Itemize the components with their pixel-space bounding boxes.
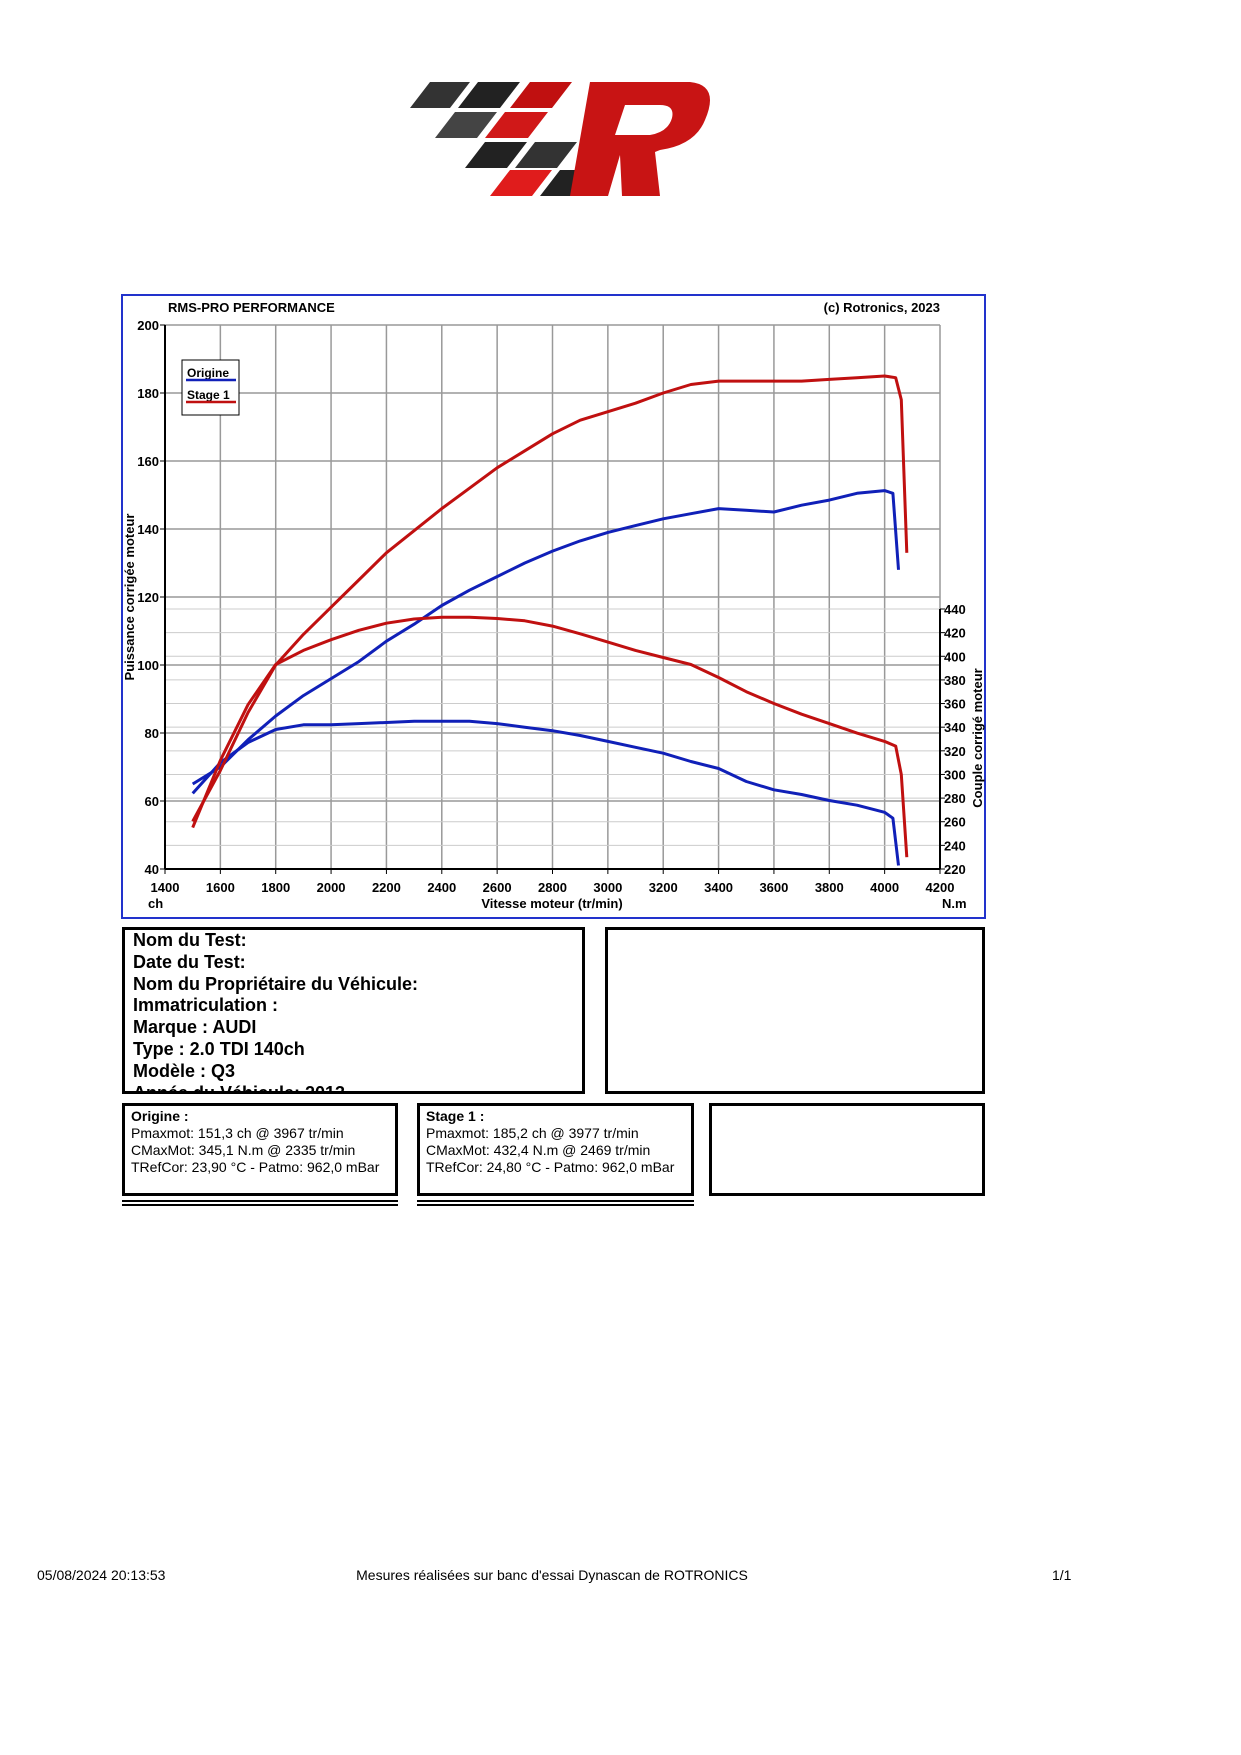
info-line: Immatriculation : [133, 995, 279, 1016]
chart-title: RMS-PRO PERFORMANCE [168, 300, 335, 315]
logo-block [410, 82, 470, 108]
footer-text: Mesures réalisées sur banc d'essai Dynas… [356, 1567, 748, 1583]
y2-tick-label: 280 [944, 791, 966, 806]
info-line: Nom du Propriétaire du Véhicule: [133, 973, 419, 994]
legend-label: Origine [187, 366, 229, 380]
x-axis-label: Vitesse moteur (tr/min) [481, 896, 622, 911]
summary-title: Origine : [131, 1108, 189, 1124]
y2-tick-label: 400 [944, 649, 966, 664]
y2-tick-label: 240 [944, 838, 966, 853]
x-tick-label: 3000 [593, 880, 622, 895]
logo-r [570, 82, 710, 196]
rule [417, 1200, 694, 1206]
x-tick-label: 2800 [538, 880, 567, 895]
y-tick-label: 180 [137, 386, 159, 401]
y-tick-label: 80 [145, 726, 159, 741]
logo-block [515, 142, 577, 168]
y-tick-label: 100 [137, 658, 159, 673]
y-tick-label: 40 [145, 862, 159, 877]
x-tick-label: 2600 [483, 880, 512, 895]
info-line: Nom du Test: [133, 930, 247, 950]
empty-box [709, 1103, 985, 1196]
logo-block [435, 112, 497, 138]
copyright: (c) Rotronics, 2023 [824, 300, 940, 315]
logo-block [458, 82, 520, 108]
y2-tick-label: 300 [944, 767, 966, 782]
y2-unit: N.m [942, 896, 967, 911]
logo-block [465, 142, 527, 168]
y2-tick-label: 440 [944, 602, 966, 617]
chart-frame [121, 294, 986, 919]
logo-block [510, 82, 572, 108]
x-tick-label: 2000 [317, 880, 346, 895]
y2-axis-label: Couple corrigé moteur [970, 668, 985, 807]
summary: Stage 1 : Pmaxmot: 185,2 ch @ 3977 tr/min… [417, 1103, 694, 1196]
y-unit: ch [148, 896, 163, 911]
torque-line [191, 719, 900, 866]
empty-box [605, 927, 985, 1094]
logo [410, 82, 710, 196]
y-tick-label: 140 [137, 522, 159, 537]
legend-label: Stage 1 [187, 388, 230, 402]
y-tick-label: 160 [137, 454, 159, 469]
summary-title: Stage 1 : [426, 1108, 485, 1124]
footer-date: 05/08/2024 20:13:53 [37, 1567, 166, 1583]
y-tick-label: 60 [145, 794, 159, 809]
vehicle-info: Nom du Test: Date du Test: Nom du Propriét… [122, 927, 585, 1094]
x-tick-label: 3800 [815, 880, 844, 895]
x-tick-label: 4200 [926, 880, 955, 895]
y2-tick-label: 260 [944, 815, 966, 830]
y-axis-label: Puissance corrigée moteur [122, 514, 137, 681]
x-tick-label: 3400 [704, 880, 733, 895]
y2-tick-label: 360 [944, 697, 966, 712]
power-line [191, 489, 900, 786]
x-tick-label: 3600 [759, 880, 788, 895]
summary: Origine : Pmaxmot: 151,3 ch @ 3967 tr/min… [122, 1103, 398, 1196]
summary-line: CMaxMot: 432,4 N.m @ 2469 tr/min [426, 1142, 651, 1158]
x-tick-label: 4000 [870, 880, 899, 895]
x-tick-label: 1800 [261, 880, 290, 895]
summary-line: Pmaxmot: 151,3 ch @ 3967 tr/min [131, 1125, 344, 1141]
rule [122, 1200, 398, 1206]
power-line [191, 374, 909, 823]
y-tick-label: 120 [137, 590, 159, 605]
y2-tick-label: 420 [944, 626, 966, 641]
info-line: Année du Véhicule: 2013 [133, 1082, 346, 1094]
legend-box [181, 359, 240, 416]
y2-tick-label: 320 [944, 744, 966, 759]
footer-page: 1/1 [1052, 1567, 1072, 1583]
info-line: Marque : AUDI [133, 1017, 257, 1038]
x-tick-label: 2200 [372, 880, 401, 895]
logo-block [485, 112, 548, 138]
info-line: Modèle : Q3 [133, 1060, 236, 1081]
x-tick-label: 2400 [427, 880, 456, 895]
x-tick-label: 3200 [649, 880, 678, 895]
info-line: Date du Test: [133, 951, 246, 972]
x-tick-label: 1600 [206, 880, 235, 895]
y-tick-label: 200 [137, 318, 159, 333]
logo-block [490, 170, 552, 196]
y2-tick-label: 340 [944, 720, 966, 735]
x-tick-label: 1400 [151, 880, 180, 895]
torque-line [191, 615, 909, 858]
chart: RMS-PRO PERFORMANCE (c) Rotronics, 2023 … [121, 294, 986, 919]
y2-tick-label: 380 [944, 673, 966, 688]
info-line: Type : 2.0 TDI 140ch [133, 1038, 305, 1059]
y2-tick-label: 220 [944, 862, 966, 877]
summary-line: TRefCor: 24,80 °C - Patmo: 962,0 mBar [426, 1159, 675, 1175]
summary-line: Pmaxmot: 185,2 ch @ 3977 tr/min [426, 1125, 639, 1141]
summary-line: CMaxMot: 345,1 N.m @ 2335 tr/min [131, 1142, 356, 1158]
summary-line: TRefCor: 23,90 °C - Patmo: 962,0 mBar [131, 1159, 380, 1175]
